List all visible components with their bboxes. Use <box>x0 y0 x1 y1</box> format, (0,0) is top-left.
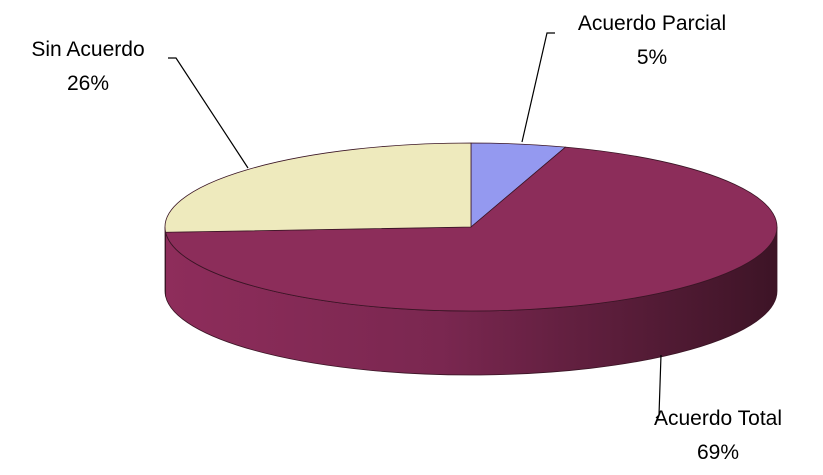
slice-percent-acuerdo-parcial: 5% <box>637 46 667 69</box>
slice-percent-acuerdo-total: 69% <box>697 441 739 464</box>
pie-side-sin-acuerdo <box>164 226 166 297</box>
slice-label-acuerdo-total: Acuerdo Total <box>654 407 782 430</box>
leader-line-acuerdo-total <box>655 354 662 419</box>
pie-slice-sin-acuerdo <box>164 142 472 233</box>
leader-line-sin-acuerdo <box>168 57 249 169</box>
slice-percent-sin-acuerdo: 26% <box>67 72 109 95</box>
pie-slice-acuerdo-total <box>165 146 778 312</box>
slice-label-acuerdo-parcial: Acuerdo Parcial <box>578 12 726 35</box>
leader-line-acuerdo-parcial <box>521 32 555 143</box>
slice-label-sin-acuerdo: Sin Acuerdo <box>31 38 144 61</box>
